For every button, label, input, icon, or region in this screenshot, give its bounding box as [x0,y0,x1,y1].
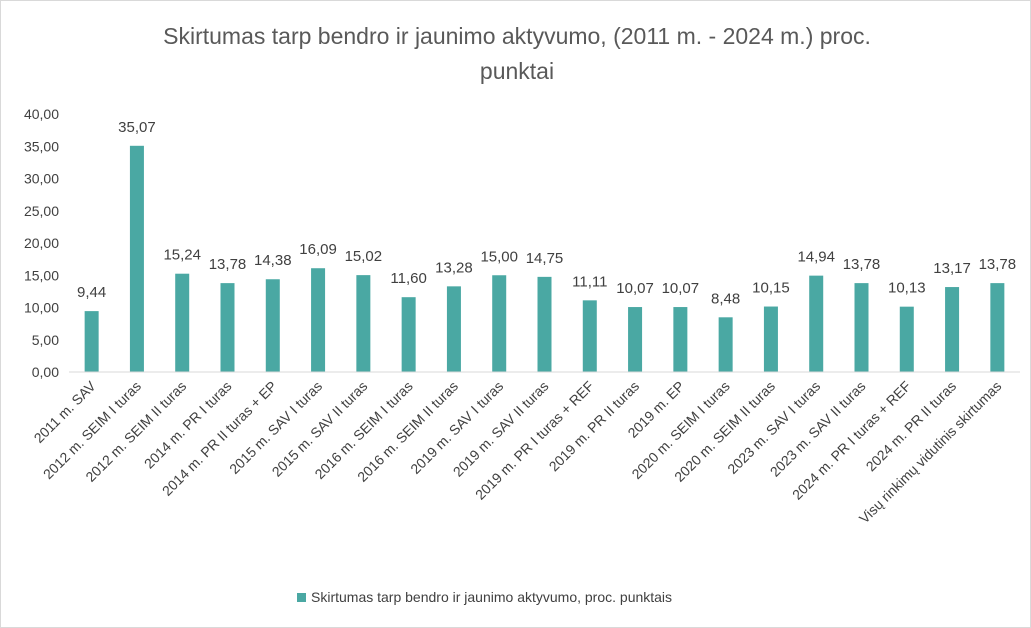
bar [401,297,416,372]
y-tick-label: 10,00 [24,300,59,316]
legend: Skirtumas tarp bendro ir jaunimo aktyvum… [297,589,672,605]
y-tick-label: 35,00 [24,138,59,154]
data-label: 13,17 [933,260,971,277]
y-tick-label: 25,00 [24,203,59,219]
data-label: 10,15 [752,280,790,297]
data-label: 14,75 [526,250,564,267]
data-label: 13,28 [435,259,473,276]
data-label: 11,60 [390,270,426,287]
y-tick-label: 0,00 [32,364,59,380]
data-label: 9,44 [77,284,106,301]
bars [84,145,1005,372]
bar [84,311,99,372]
data-label: 16,09 [299,241,337,258]
data-label: 13,78 [843,256,881,273]
data-labels: 9,44 35,07 15,24 13,78 14,38 16,09 15,02 11,60 1… [77,119,1016,308]
legend-label: Skirtumas tarp bendro ir jaunimo aktyvum… [311,589,672,605]
data-label: 13,78 [209,256,247,273]
chart-title: Skirtumas tarp bendro ir jaunimo aktyvum… [163,23,871,84]
bar [809,275,824,372]
bar [220,283,235,372]
bar [945,287,960,372]
data-label: 10,13 [888,280,926,297]
bar [718,317,733,372]
y-axis: 0,00 5,00 10,00 15,00 20,00 25,00 30,00 35,00 40… [24,106,59,380]
bar [899,306,914,372]
legend-swatch [297,593,306,602]
bar [854,283,869,372]
data-label: 15,00 [480,248,518,265]
data-label: 15,24 [163,247,201,264]
bar [446,286,461,372]
data-label: 14,38 [254,252,292,269]
data-label: 11,11 [572,273,607,290]
bar [537,276,552,372]
bar [311,268,326,372]
y-tick-label: 5,00 [32,332,59,348]
data-label: 10,07 [662,280,700,297]
bar [265,279,280,372]
data-label: 35,07 [118,119,156,136]
bar [175,273,190,372]
data-label: 15,02 [345,248,383,265]
y-tick-label: 15,00 [24,267,59,283]
bar [492,275,507,372]
bar [628,307,643,372]
bar [356,275,371,372]
y-tick-label: 20,00 [24,235,59,251]
bar [763,306,778,372]
data-label: 13,78 [979,256,1017,273]
data-label: 10,07 [616,280,654,297]
bar [582,300,597,372]
y-tick-label: 30,00 [24,171,59,187]
data-label: 14,94 [797,249,835,266]
bar [990,283,1005,372]
chart-title-line: Skirtumas tarp bendro ir jaunimo aktyvum… [163,23,871,49]
data-label: 8,48 [711,290,740,307]
chart-title-line: punktai [480,58,554,84]
bar [129,145,144,372]
bar [673,307,688,372]
y-tick-label: 40,00 [24,106,59,122]
